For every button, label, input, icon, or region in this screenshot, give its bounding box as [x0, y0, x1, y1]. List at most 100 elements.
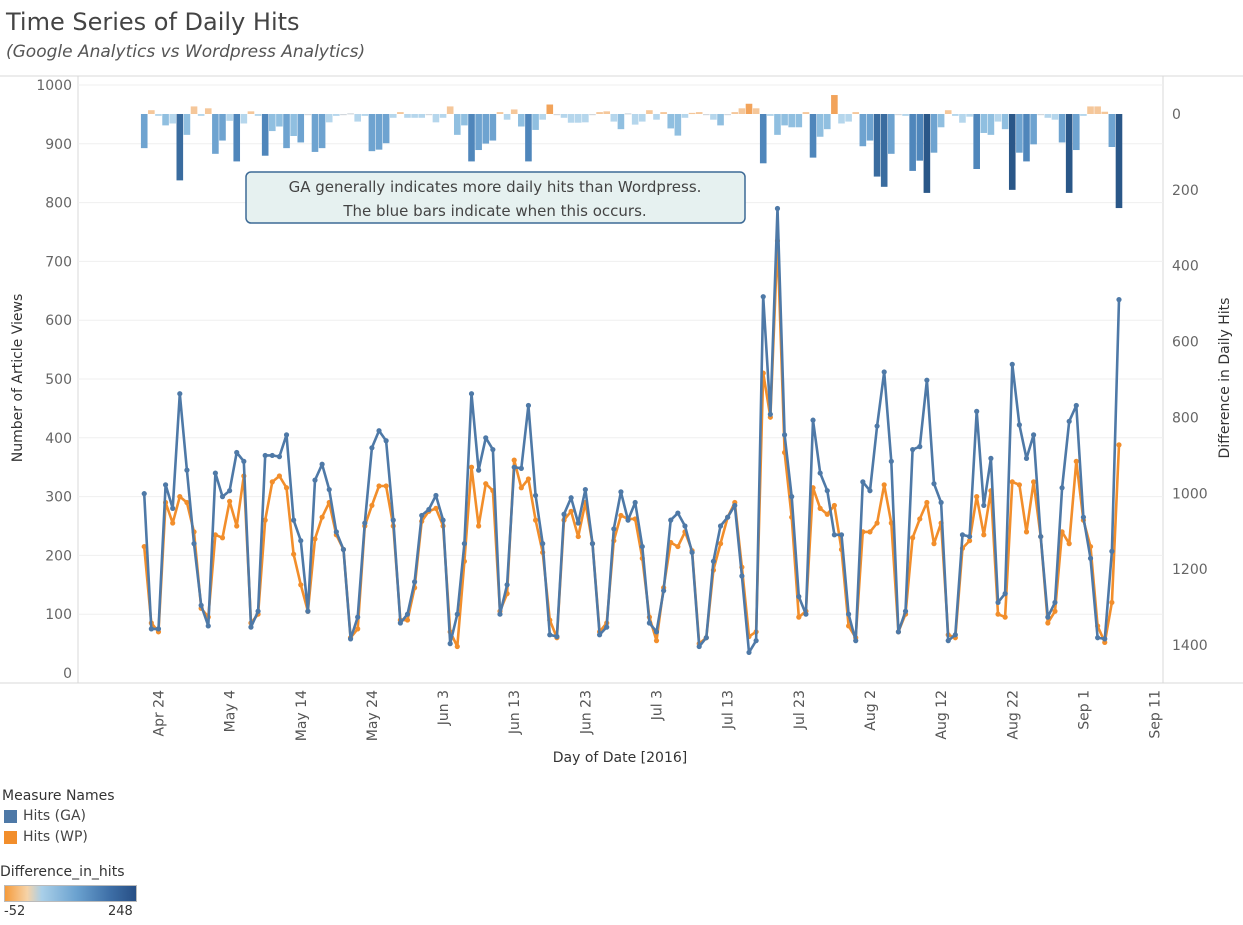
data-point-ga — [725, 514, 731, 520]
legend-item-wp[interactable]: Hits (WP) — [4, 829, 88, 845]
data-point-ga — [974, 408, 980, 414]
data-point-wp — [1031, 479, 1037, 485]
data-point-ga — [497, 611, 503, 617]
difference-bar — [710, 114, 717, 120]
difference-bar — [802, 112, 810, 114]
difference-bar — [1058, 114, 1066, 143]
y2-tick-label: 800 — [1172, 410, 1199, 426]
data-point-ga — [867, 488, 873, 494]
data-point-ga — [760, 294, 766, 300]
data-point-ga — [148, 626, 154, 632]
data-point-ga — [945, 638, 951, 644]
difference-bar — [1008, 114, 1016, 190]
difference-bar — [717, 114, 724, 126]
difference-bar — [944, 110, 952, 114]
data-point-ga — [717, 523, 724, 529]
difference-bar — [1016, 114, 1023, 153]
legend-item-ga[interactable]: Hits (GA) — [4, 808, 86, 824]
data-point-ga — [952, 632, 958, 638]
data-point-ga — [1031, 432, 1037, 438]
x-tick-label: Jul 23 — [792, 690, 808, 730]
difference-bar — [411, 114, 418, 118]
difference-bar — [816, 114, 824, 137]
difference-bar — [389, 114, 397, 118]
difference-bar — [333, 114, 340, 116]
difference-bar — [937, 114, 945, 128]
difference-bar — [155, 114, 162, 116]
data-point-ga — [689, 549, 695, 556]
difference-bar — [930, 114, 938, 153]
y2-tick-label: 200 — [1172, 183, 1199, 199]
data-point-ga — [596, 632, 603, 638]
data-point-ga — [312, 477, 318, 483]
x-tick-label: Sep 11 — [1148, 690, 1164, 739]
data-point-wp — [283, 485, 290, 491]
difference-bar — [745, 103, 753, 114]
difference-bar — [532, 114, 539, 130]
gradient-legend-bar — [4, 885, 137, 902]
data-point-ga — [205, 623, 211, 629]
data-point-ga — [796, 593, 802, 600]
data-point-wp — [881, 482, 887, 488]
x-tick-label: Sep 1 — [1076, 690, 1092, 730]
data-point-ga — [838, 532, 845, 538]
data-point-ga — [938, 499, 944, 506]
data-point-ga — [219, 494, 226, 500]
difference-bar — [660, 112, 667, 114]
data-point-ga — [668, 517, 674, 523]
difference-bar — [987, 114, 995, 135]
data-point-ga — [262, 452, 268, 459]
difference-bar — [496, 112, 504, 114]
difference-bar — [276, 114, 283, 127]
difference-bar — [752, 108, 760, 114]
difference-bar — [169, 114, 176, 124]
data-point-wp — [355, 626, 361, 632]
y-tick-label: 400 — [45, 431, 72, 447]
difference-bar — [347, 113, 354, 115]
y-tick-label: 900 — [45, 137, 72, 153]
difference-bar — [880, 114, 888, 187]
data-point-ga — [511, 464, 517, 470]
difference-bar — [382, 114, 390, 144]
annotation-box — [245, 171, 746, 224]
y2-tick-label: 1000 — [1172, 486, 1208, 502]
data-point-ga — [547, 632, 553, 638]
difference-bar — [453, 114, 461, 135]
data-point-wp — [1002, 614, 1008, 620]
data-point-ga — [1002, 591, 1008, 597]
data-point-ga — [276, 454, 283, 460]
difference-bar — [1087, 106, 1094, 114]
data-point-wp — [511, 457, 517, 463]
data-point-ga — [347, 636, 354, 642]
difference-bar — [574, 114, 582, 123]
data-point-ga — [646, 620, 652, 626]
difference-bar — [439, 114, 447, 118]
data-point-ga — [732, 502, 738, 509]
difference-bar — [1115, 114, 1123, 209]
data-point-ga — [369, 445, 375, 451]
data-point-ga — [1080, 514, 1087, 520]
data-point-ga — [618, 489, 624, 495]
difference-bar — [233, 114, 241, 162]
difference-bar — [546, 104, 554, 114]
difference-bar — [525, 114, 532, 162]
data-point-ga — [390, 517, 396, 523]
data-point-ga — [170, 505, 176, 511]
data-point-ga — [739, 573, 745, 579]
data-point-wp — [532, 517, 539, 523]
difference-bar — [212, 114, 219, 154]
difference-bar — [667, 114, 675, 129]
x-tick-label: Jun 3 — [436, 690, 452, 726]
data-point-wp — [995, 611, 1001, 617]
data-point-wp — [874, 520, 880, 526]
data-point-wp — [867, 529, 873, 535]
y2-tick-label: 400 — [1172, 259, 1199, 275]
data-point-ga — [682, 523, 688, 529]
difference-bar — [873, 114, 881, 177]
difference-bar — [354, 114, 361, 122]
difference-bar — [1030, 114, 1037, 145]
data-point-ga — [675, 510, 681, 516]
difference-bar — [1037, 114, 1045, 116]
data-point-ga — [860, 479, 866, 485]
data-point-wp — [454, 643, 460, 650]
